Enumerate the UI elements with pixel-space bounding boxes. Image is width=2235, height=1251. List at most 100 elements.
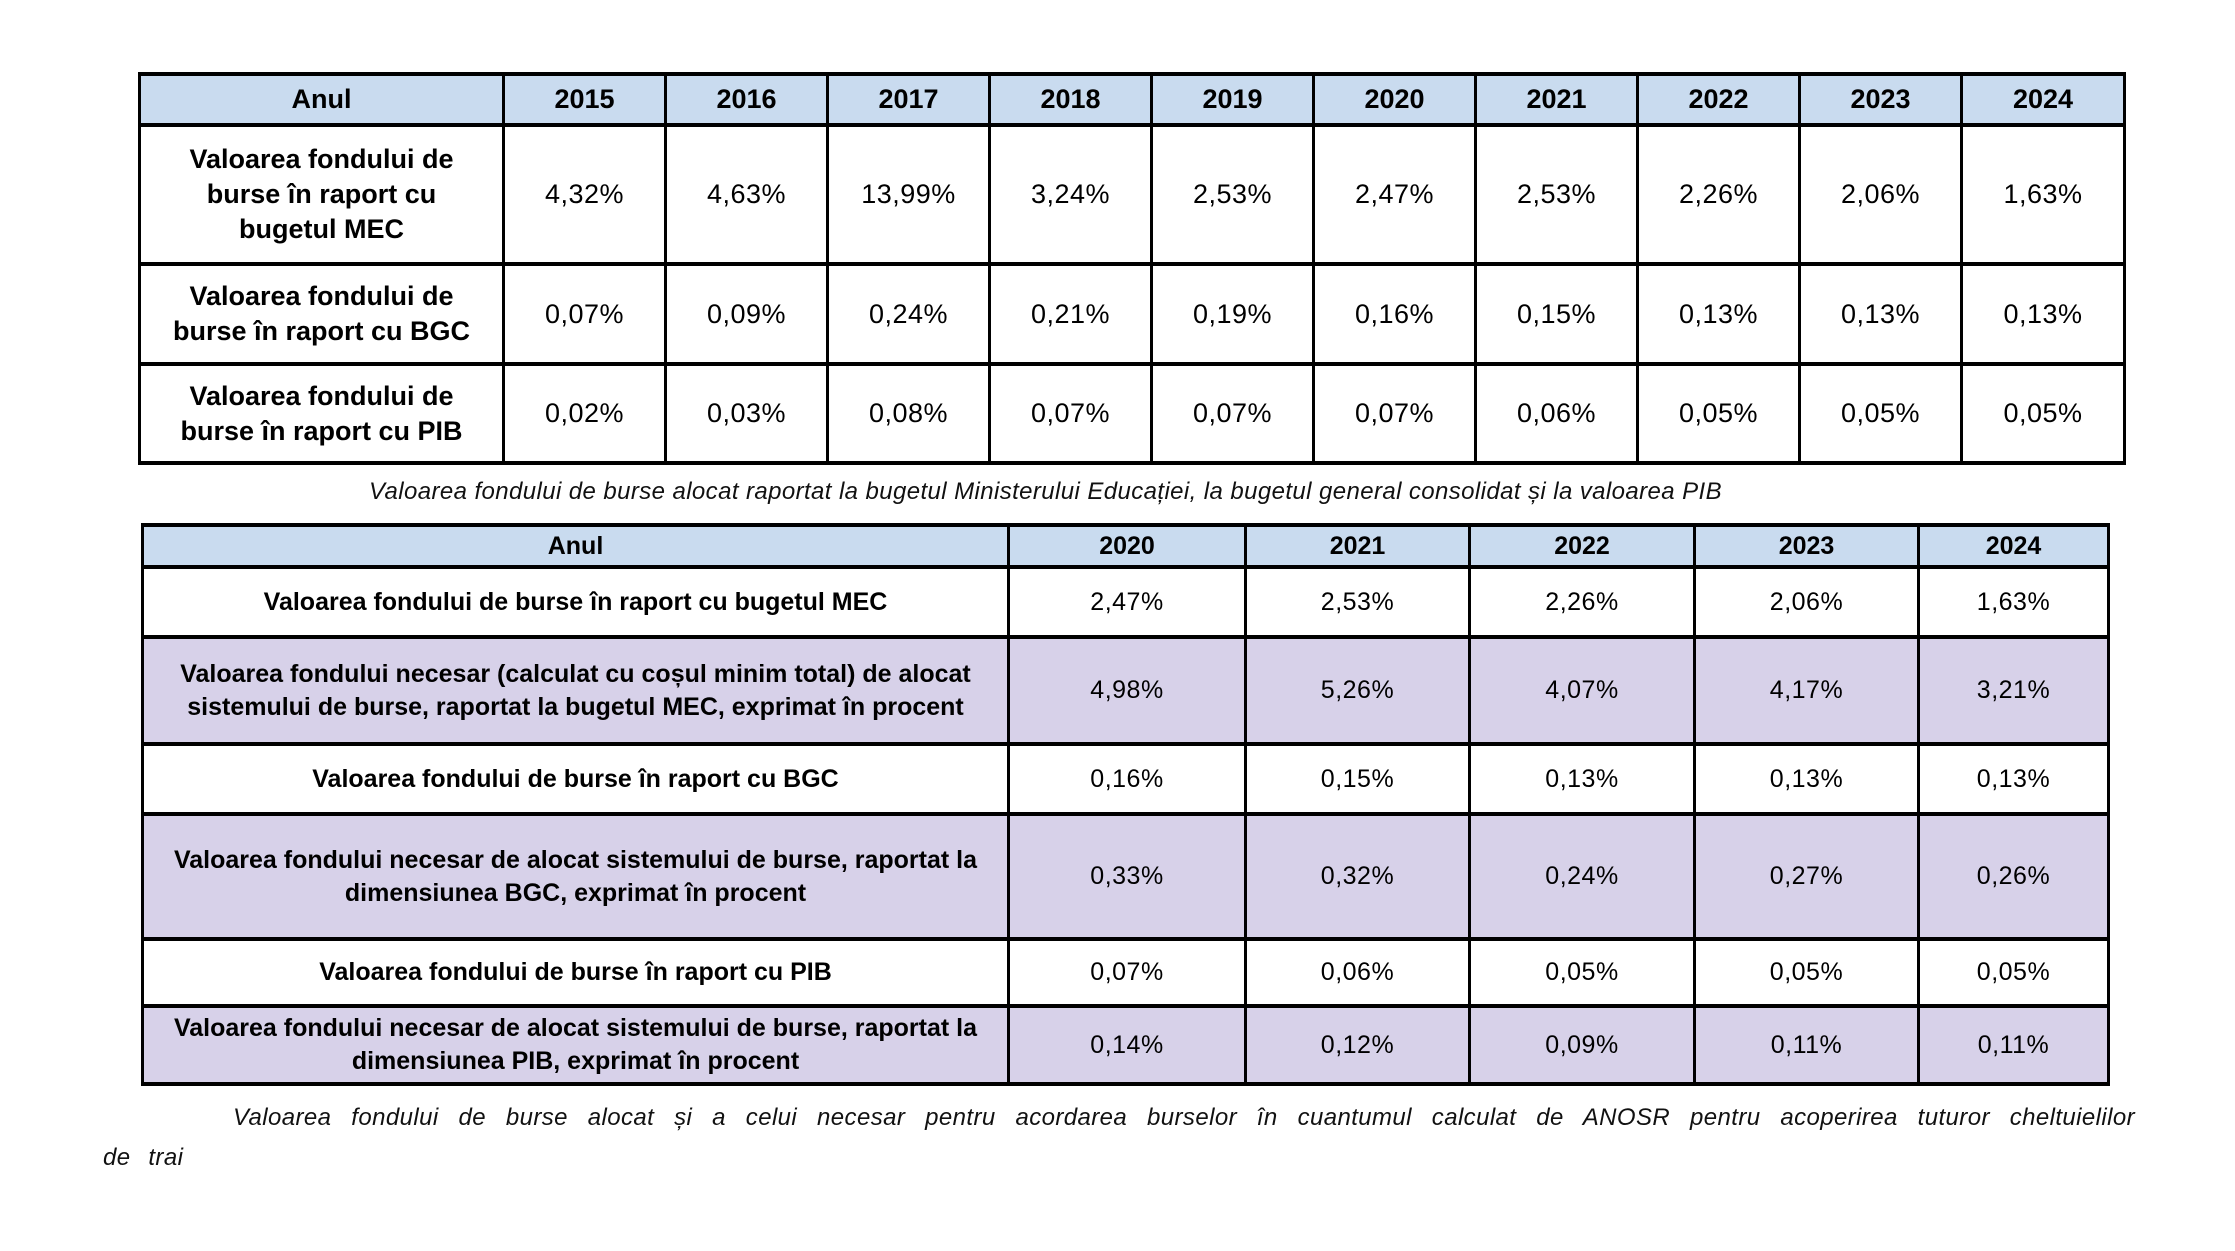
value-cell: 2,53% <box>1474 123 1639 266</box>
table-row-bgc: Valoarea fondului de burse în raport cu … <box>138 262 2126 366</box>
value-cell: 0,11% <box>1693 1004 1920 1086</box>
value-cell: 0,13% <box>1917 742 2110 816</box>
year-header-2021: 2021 <box>1244 523 1471 569</box>
value-cell: 0,16% <box>1312 262 1477 366</box>
value-cell: 5,26% <box>1244 635 1471 746</box>
row-label: Valoarea fondului necesar de alocat sist… <box>141 1004 1010 1086</box>
row-label: Valoarea fondului de burse în raport cu … <box>138 362 505 465</box>
value-cell: 0,05% <box>1636 362 1801 465</box>
table-row-bgc-necesar: Valoarea fondului necesar de alocat sist… <box>141 812 2110 941</box>
row-label: Valoarea fondului necesar de alocat sist… <box>141 812 1010 941</box>
value-cell: 2,06% <box>1693 565 1920 639</box>
year-header-2023: 2023 <box>1693 523 1920 569</box>
value-cell: 0,15% <box>1244 742 1471 816</box>
value-cell: 0,11% <box>1917 1004 2110 1086</box>
value-cell: 0,12% <box>1244 1004 1471 1086</box>
table-row-pib-alocat: Valoarea fondului de burse în raport cu … <box>141 937 2110 1008</box>
value-cell: 0,14% <box>1007 1004 1247 1086</box>
value-cell: 0,15% <box>1474 262 1639 366</box>
table-row-bgc-alocat: Valoarea fondului de burse în raport cu … <box>141 742 2110 816</box>
value-cell: 3,24% <box>988 123 1153 266</box>
value-cell: 0,06% <box>1244 937 1471 1008</box>
value-cell: 0,05% <box>1960 362 2126 465</box>
value-cell: 0,08% <box>826 362 991 465</box>
year-header-2016: 2016 <box>664 72 829 127</box>
value-cell: 0,13% <box>1960 262 2126 366</box>
value-cell: 2,26% <box>1636 123 1801 266</box>
value-cell: 0,33% <box>1007 812 1247 941</box>
value-cell: 0,26% <box>1917 812 2110 941</box>
value-cell: 0,07% <box>1007 937 1247 1008</box>
value-cell: 4,07% <box>1468 635 1696 746</box>
value-cell: 4,63% <box>664 123 829 266</box>
row-label: Valoarea fondului de burse în raport cu … <box>138 262 505 366</box>
value-cell: 0,16% <box>1007 742 1247 816</box>
value-cell: 0,02% <box>502 362 667 465</box>
table-row-pib: Valoarea fondului de burse în raport cu … <box>138 362 2126 465</box>
row-label: Valoarea fondului de burse în raport cu … <box>141 565 1010 639</box>
value-cell: 2,47% <box>1312 123 1477 266</box>
burse-ratio-table-2015-2024: Anul 2015 2016 2017 2018 2019 2020 2021 … <box>138 72 2126 465</box>
value-cell: 0,19% <box>1150 262 1315 366</box>
table2-header-row: Anul 2020 2021 2022 2023 2024 <box>141 523 2110 569</box>
value-cell: 4,98% <box>1007 635 1247 746</box>
table-row-mec-alocat: Valoarea fondului de burse în raport cu … <box>141 565 2110 639</box>
row-label: Valoarea fondului necesar (calculat cu c… <box>141 635 1010 746</box>
value-cell: 0,21% <box>988 262 1153 366</box>
anul-header: Anul <box>138 72 505 127</box>
value-cell: 4,17% <box>1693 635 1920 746</box>
value-cell: 0,09% <box>1468 1004 1696 1086</box>
value-cell: 0,07% <box>1150 362 1315 465</box>
value-cell: 0,05% <box>1468 937 1696 1008</box>
value-cell: 2,53% <box>1244 565 1471 639</box>
year-header-2024: 2024 <box>1960 72 2126 127</box>
value-cell: 0,05% <box>1798 362 1963 465</box>
year-header-2017: 2017 <box>826 72 991 127</box>
row-label: Valoarea fondului de burse în raport cu … <box>141 742 1010 816</box>
year-header-2015: 2015 <box>502 72 667 127</box>
year-header-2022: 2022 <box>1636 72 1801 127</box>
value-cell: 0,07% <box>502 262 667 366</box>
table1-header-row: Anul 2015 2016 2017 2018 2019 2020 2021 … <box>138 72 2126 127</box>
year-header-2018: 2018 <box>988 72 1153 127</box>
table1-caption: Valoarea fondului de burse alocat raport… <box>369 478 1722 505</box>
value-cell: 0,09% <box>664 262 829 366</box>
value-cell: 0,13% <box>1693 742 1920 816</box>
year-header-2024: 2024 <box>1917 523 2110 569</box>
row-label: Valoarea fondului de burse în raport cu … <box>141 937 1010 1008</box>
table2-caption: Valoarea fondului de burse alocat și a c… <box>103 1104 2135 1171</box>
value-cell: 2,06% <box>1798 123 1963 266</box>
year-header-2020: 2020 <box>1007 523 1247 569</box>
value-cell: 2,53% <box>1150 123 1315 266</box>
value-cell: 0,06% <box>1474 362 1639 465</box>
value-cell: 2,47% <box>1007 565 1247 639</box>
document-page: { "colors": { "header_blue": "#C9DBEF", … <box>0 72 2235 1251</box>
value-cell: 3,21% <box>1917 635 2110 746</box>
year-header-2023: 2023 <box>1798 72 1963 127</box>
value-cell: 0,32% <box>1244 812 1471 941</box>
value-cell: 13,99% <box>826 123 991 266</box>
year-header-2022: 2022 <box>1468 523 1696 569</box>
value-cell: 0,24% <box>826 262 991 366</box>
row-label: Valoarea fondului de burse în raport cu … <box>138 123 505 266</box>
burse-necesar-table-2020-2024: Anul 2020 2021 2022 2023 2024 Valoarea f… <box>141 523 2110 1086</box>
year-header-2020: 2020 <box>1312 72 1477 127</box>
value-cell: 0,03% <box>664 362 829 465</box>
value-cell: 0,24% <box>1468 812 1696 941</box>
value-cell: 4,32% <box>502 123 667 266</box>
year-header-2019: 2019 <box>1150 72 1315 127</box>
value-cell: 2,26% <box>1468 565 1696 639</box>
table-row-mec: Valoarea fondului de burse în raport cu … <box>138 123 2126 266</box>
table-row-pib-necesar: Valoarea fondului necesar de alocat sist… <box>141 1004 2110 1086</box>
value-cell: 1,63% <box>1917 565 2110 639</box>
value-cell: 0,07% <box>988 362 1153 465</box>
year-header-2021: 2021 <box>1474 72 1639 127</box>
value-cell: 0,27% <box>1693 812 1920 941</box>
value-cell: 0,07% <box>1312 362 1477 465</box>
value-cell: 0,13% <box>1798 262 1963 366</box>
value-cell: 0,05% <box>1693 937 1920 1008</box>
value-cell: 0,13% <box>1636 262 1801 366</box>
value-cell: 0,05% <box>1917 937 2110 1008</box>
table-row-mec-necesar: Valoarea fondului necesar (calculat cu c… <box>141 635 2110 746</box>
value-cell: 0,13% <box>1468 742 1696 816</box>
